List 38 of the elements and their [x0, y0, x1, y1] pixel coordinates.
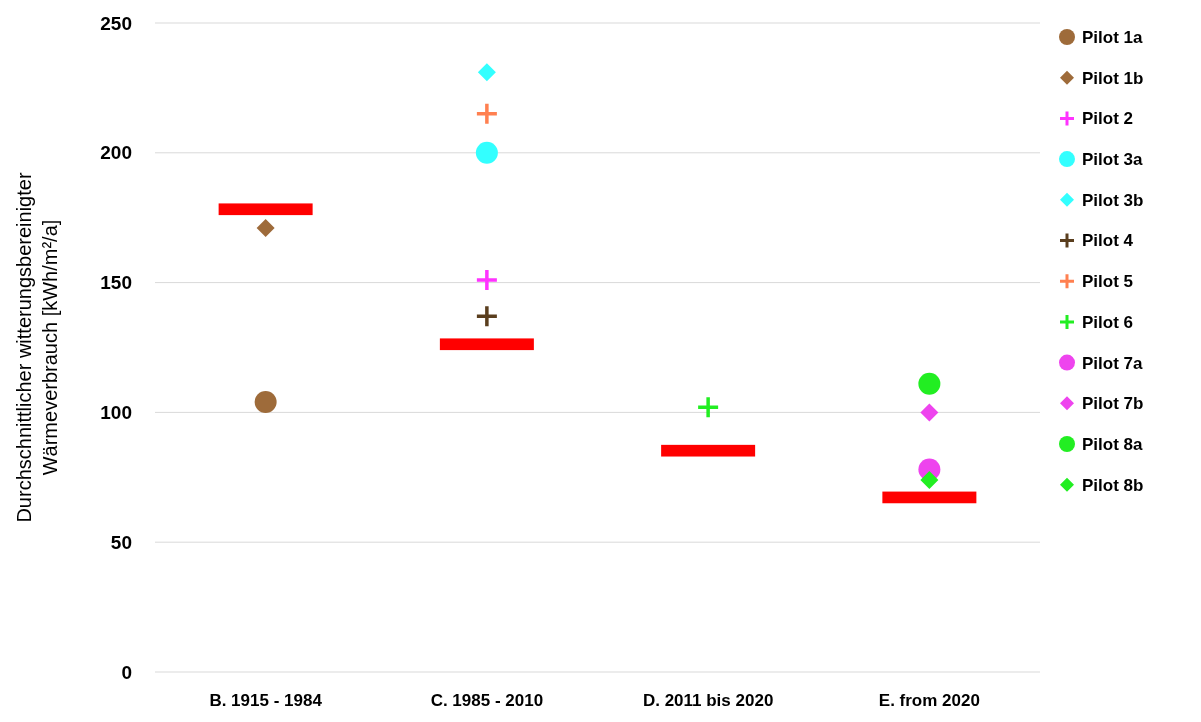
y-tick-label: 100 [100, 402, 132, 424]
y-axis-title: Durchschnittlicher witterungsbereinigter Wärmeverbrauch [kWh/m²/a] [13, 172, 61, 523]
point [256, 219, 275, 238]
point [918, 372, 941, 395]
legend-label: Pilot 8a [1082, 434, 1144, 454]
point [476, 103, 497, 124]
x-tick-label: D. 2011 bis 2020 [642, 691, 774, 710]
legend-label: Pilot 1b [1082, 68, 1144, 88]
y-tick-label: 250 [100, 12, 132, 34]
legend-label: Pilot 5 [1082, 272, 1134, 292]
point [475, 141, 498, 164]
point [920, 403, 939, 422]
y-tick-label: 200 [100, 142, 132, 164]
legend-label: Pilot 8b [1082, 475, 1144, 495]
y-tick-label: 150 [100, 272, 132, 294]
x-tick-label: B. 1915 - 1984 [209, 691, 323, 710]
x-tick-label: E. from 2020 [878, 691, 980, 710]
bar [439, 338, 534, 351]
bar [218, 203, 313, 216]
legend-label: Pilot 6 [1082, 312, 1134, 332]
x-tick-label: C. 1985 - 2010 [430, 691, 544, 710]
legend-label: Pilot 7a [1082, 353, 1144, 373]
legend-label: Pilot 2 [1082, 109, 1134, 129]
point [698, 397, 719, 418]
legend-label: Pilot 1a [1082, 27, 1144, 47]
point [476, 270, 497, 290]
legend-label: Pilot 3b [1082, 190, 1144, 210]
point [920, 470, 939, 489]
point [477, 63, 496, 82]
bar [661, 444, 756, 457]
legend-label: Pilot 7b [1082, 394, 1144, 414]
y-tick-label: 0 [121, 661, 132, 683]
y-tick-label: 50 [110, 531, 132, 553]
point [476, 306, 497, 327]
legend-label: Pilot 4 [1082, 231, 1134, 251]
bar [882, 491, 977, 504]
legend-label: Pilot 3a [1082, 150, 1144, 170]
point [254, 391, 277, 414]
